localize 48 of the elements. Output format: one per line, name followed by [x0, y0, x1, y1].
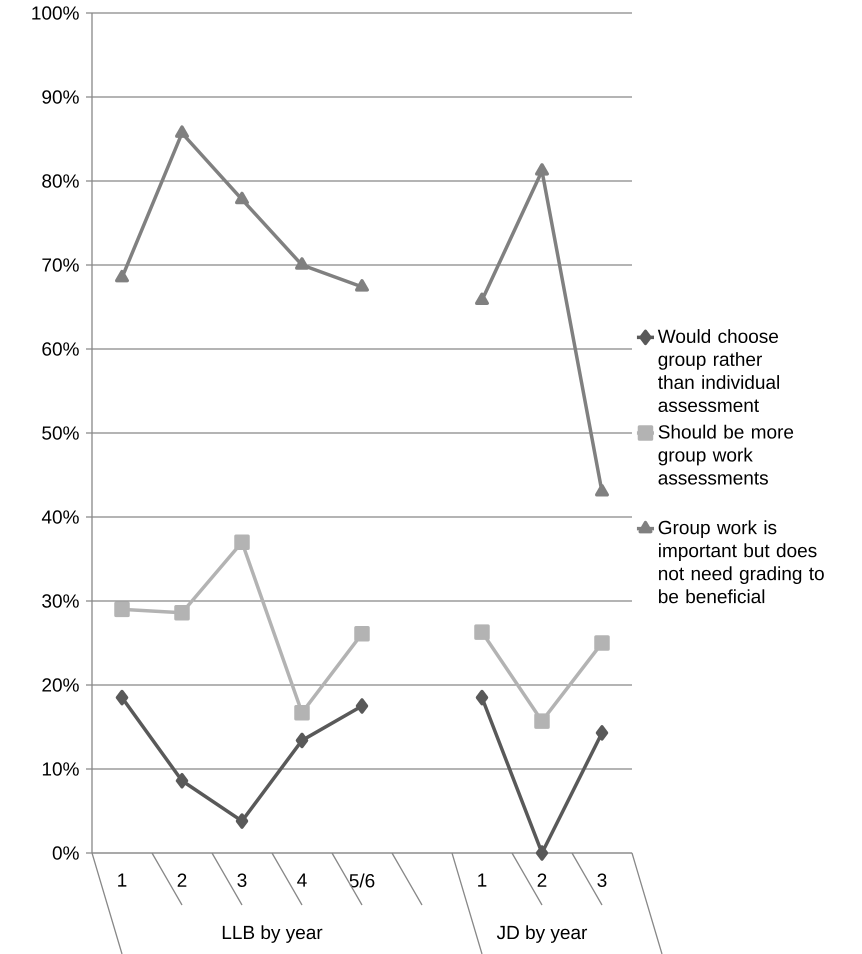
point [176, 773, 188, 789]
point [295, 257, 309, 270]
x-tick-label: 1 [478, 874, 486, 887]
point [595, 484, 609, 497]
text: LLB by year [222, 925, 322, 943]
point [296, 732, 308, 748]
y-tick-label: 90% [42, 90, 79, 104]
point [234, 534, 250, 550]
point [355, 279, 369, 292]
point [475, 292, 489, 306]
y-tick-label: 50% [42, 426, 79, 440]
y-tick-label: 60% [42, 342, 79, 356]
point [534, 713, 550, 729]
point [235, 192, 249, 204]
y-tick-label: 80% [42, 174, 79, 188]
point [356, 698, 368, 714]
y-tick-label: 10% [42, 762, 79, 776]
point [474, 624, 490, 640]
legend-label: Group work is important but does not need grading to be beneficial [658, 520, 824, 604]
x-tick-label: 4 [297, 874, 307, 887]
point [114, 602, 130, 618]
point [476, 690, 488, 706]
point [116, 690, 128, 706]
legend-label: Would choose group rather than individual assessment [658, 329, 779, 412]
y-tick-label: 40% [42, 510, 79, 524]
y-tick-label: 20% [42, 678, 79, 692]
x-tick-label: 3 [597, 874, 606, 887]
y-tick-label: 70% [42, 258, 79, 272]
y-tick-label: 30% [42, 594, 79, 608]
point [294, 704, 310, 720]
y-tick-label: 0% [52, 846, 79, 860]
x-tick-label: 5/6 [350, 874, 374, 888]
point [354, 626, 370, 642]
point [536, 845, 548, 861]
point [174, 605, 190, 621]
y-tick-label: 100% [32, 6, 79, 20]
x-tick-label: 2 [178, 874, 186, 887]
point [236, 813, 248, 829]
x-tick-label: 3 [237, 874, 246, 887]
point [596, 725, 608, 741]
point [535, 163, 549, 176]
point [115, 270, 129, 282]
point [175, 125, 189, 138]
x-tick-label: 1 [118, 874, 126, 887]
point [594, 635, 610, 651]
x-tick-label: 2 [538, 874, 546, 887]
text: JD by year [496, 925, 588, 943]
legend-label: Should be more group work assessments [658, 424, 794, 485]
